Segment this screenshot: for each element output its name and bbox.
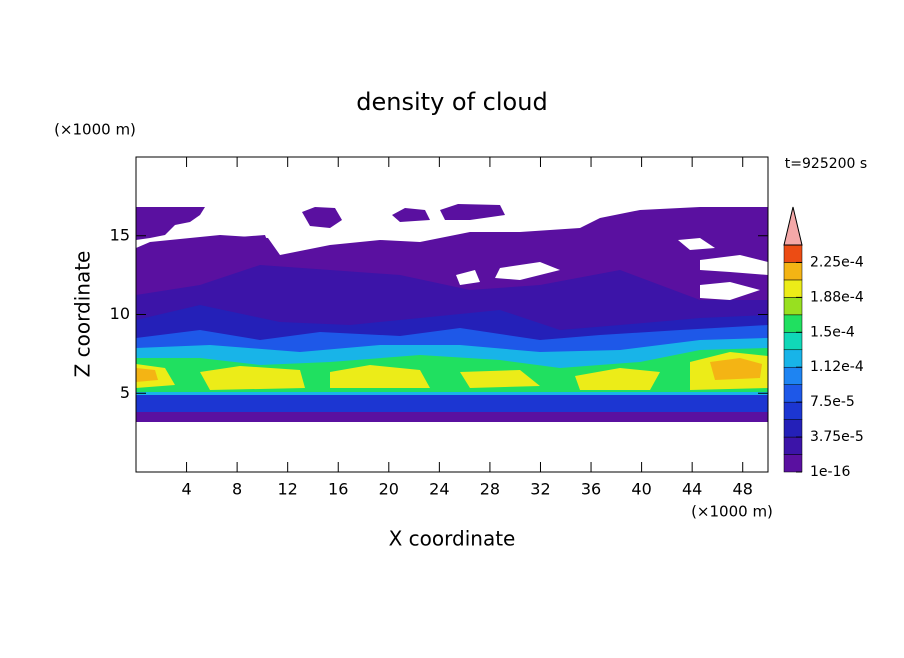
colorbar-swatch <box>783 244 803 263</box>
x-tick-label: 16 <box>328 480 348 499</box>
x-unit: (×1000 m) <box>691 503 773 521</box>
colorbar-swatch <box>783 454 803 473</box>
colorbar-swatch <box>783 297 803 316</box>
x-tick-label: 32 <box>530 480 550 499</box>
colorbar-swatch <box>783 401 803 420</box>
colorbar-extend <box>783 206 803 246</box>
x-tick-label: 28 <box>480 480 500 499</box>
x-tick-label: 36 <box>581 480 601 499</box>
colorbar-tick-label: 1e-16 <box>810 464 850 480</box>
colorbar-swatch <box>783 349 803 368</box>
chart-title: density of cloud <box>356 88 547 116</box>
cloud-region <box>136 207 205 240</box>
colorbar-swatch <box>783 279 803 298</box>
time-annotation: t=925200 s <box>785 156 867 172</box>
x-axis-label: X coordinate <box>389 527 516 551</box>
x-tick-label: 8 <box>232 480 242 499</box>
y-tick-label: 5 <box>120 383 130 402</box>
colorbar-tick-label: 3.75e-5 <box>810 429 864 445</box>
colorbar-tick-label: 7.5e-5 <box>810 394 855 410</box>
y-tick-label: 15 <box>110 225 130 244</box>
colorbar-tick-label: 2.25e-4 <box>810 254 864 270</box>
x-tick-label: 24 <box>429 480 449 499</box>
colorbar-swatch <box>783 436 803 455</box>
colorbar-tick-label: 1.12e-4 <box>810 359 864 375</box>
colorbar-tick-label: 1.88e-4 <box>810 289 864 305</box>
colorbar-swatch <box>783 332 803 351</box>
cloud-region <box>392 204 505 222</box>
colorbar-swatch <box>783 314 803 333</box>
cloud-band <box>136 395 768 412</box>
x-tick-label: 40 <box>631 480 651 499</box>
y-tick-label: 10 <box>110 304 130 323</box>
y-axis-label: Z coordinate <box>71 251 95 378</box>
x-tick-label: 44 <box>682 480 702 499</box>
y-unit: (×1000 m) <box>54 121 136 139</box>
x-tick-label: 48 <box>733 480 753 499</box>
cloud-core <box>136 352 768 390</box>
x-tick-label: 20 <box>379 480 399 499</box>
colorbar-swatch <box>783 262 803 281</box>
x-tick-label: 4 <box>181 480 191 499</box>
x-tick-label: 12 <box>278 480 298 499</box>
colorbar-swatch <box>783 366 803 385</box>
clear-gap <box>456 238 768 300</box>
colorbar-swatch <box>783 384 803 403</box>
colorbar-swatch <box>783 419 803 438</box>
cloud-region <box>136 207 768 270</box>
contour-field <box>136 204 768 422</box>
cloud-region <box>302 207 342 228</box>
colorbar-tick-label: 1.5e-4 <box>810 324 855 340</box>
